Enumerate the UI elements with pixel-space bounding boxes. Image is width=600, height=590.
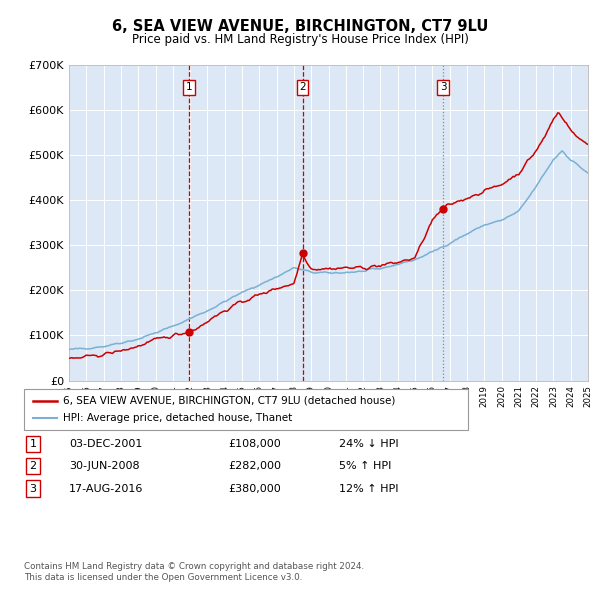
Text: HPI: Average price, detached house, Thanet: HPI: Average price, detached house, Than…: [63, 413, 292, 423]
Text: 3: 3: [29, 484, 37, 493]
Text: 2: 2: [299, 83, 306, 93]
Text: Price paid vs. HM Land Registry's House Price Index (HPI): Price paid vs. HM Land Registry's House …: [131, 33, 469, 46]
Text: £380,000: £380,000: [228, 484, 281, 493]
Text: 17-AUG-2016: 17-AUG-2016: [69, 484, 143, 493]
Text: £108,000: £108,000: [228, 439, 281, 448]
Text: 6, SEA VIEW AVENUE, BIRCHINGTON, CT7 9LU: 6, SEA VIEW AVENUE, BIRCHINGTON, CT7 9LU: [112, 19, 488, 34]
Text: This data is licensed under the Open Government Licence v3.0.: This data is licensed under the Open Gov…: [24, 573, 302, 582]
Text: 03-DEC-2001: 03-DEC-2001: [69, 439, 142, 448]
Text: 2: 2: [29, 461, 37, 471]
Text: Contains HM Land Registry data © Crown copyright and database right 2024.: Contains HM Land Registry data © Crown c…: [24, 562, 364, 571]
Text: 30-JUN-2008: 30-JUN-2008: [69, 461, 140, 471]
Text: £282,000: £282,000: [228, 461, 281, 471]
Text: 6, SEA VIEW AVENUE, BIRCHINGTON, CT7 9LU (detached house): 6, SEA VIEW AVENUE, BIRCHINGTON, CT7 9LU…: [63, 396, 395, 406]
Text: 5% ↑ HPI: 5% ↑ HPI: [339, 461, 391, 471]
Text: 1: 1: [185, 83, 192, 93]
Text: 12% ↑ HPI: 12% ↑ HPI: [339, 484, 398, 493]
Text: 3: 3: [440, 83, 446, 93]
Text: 24% ↓ HPI: 24% ↓ HPI: [339, 439, 398, 448]
Text: 1: 1: [29, 439, 37, 448]
